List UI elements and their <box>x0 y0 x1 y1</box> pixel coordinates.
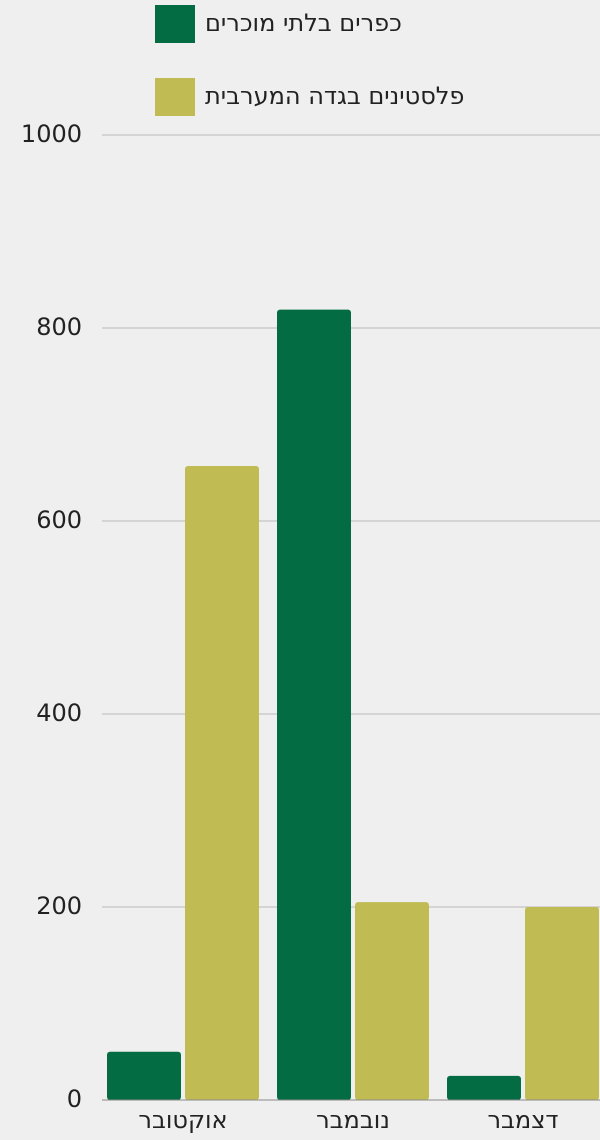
legend-swatch <box>155 78 195 116</box>
bar <box>355 902 429 1100</box>
bar <box>107 1051 181 1100</box>
y-tick-label: 0 <box>67 1085 82 1113</box>
y-tick-label: 200 <box>36 892 82 920</box>
x-tick-label: דצמבר <box>487 1106 558 1134</box>
bar <box>185 465 259 1100</box>
bar <box>525 907 599 1100</box>
legend-label: פלסטינים בגדה המערבית <box>205 82 464 110</box>
legend-label: כפרים בלתי מוכרים <box>205 9 402 37</box>
x-tick-label: נובמבר <box>316 1106 390 1134</box>
x-tick-label: אוקטובר <box>138 1106 227 1134</box>
y-tick-label: 600 <box>36 506 82 534</box>
y-tick-label: 400 <box>36 699 82 727</box>
legend-swatch <box>155 5 195 43</box>
bar <box>447 1075 521 1100</box>
bar <box>277 309 351 1100</box>
y-tick-label: 1000 <box>21 120 82 148</box>
y-tick-label: 800 <box>36 313 82 341</box>
